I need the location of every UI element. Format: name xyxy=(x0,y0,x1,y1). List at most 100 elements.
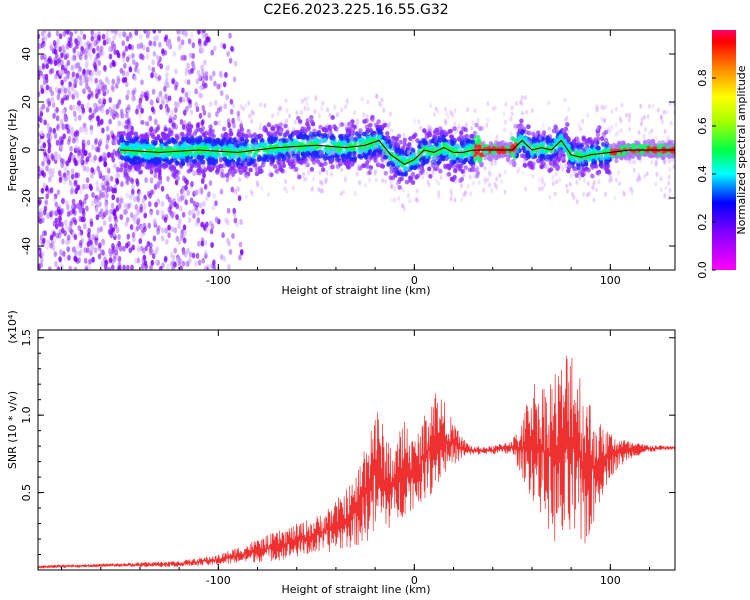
spectrogram-cell xyxy=(398,176,403,182)
spectrogram-cell xyxy=(85,247,90,254)
spectrogram-cell xyxy=(60,97,65,104)
spectrogram-cell xyxy=(149,99,153,106)
spectrogram-cell xyxy=(360,137,365,143)
spectrogram-cell xyxy=(212,264,217,270)
spectrogram-cell xyxy=(84,266,89,270)
spectrogram-cell xyxy=(173,227,178,234)
spectrogram-cell xyxy=(617,170,620,176)
spectrogram-cell xyxy=(230,186,235,193)
spectrogram-cell xyxy=(43,88,48,95)
spectrogram-cell xyxy=(434,142,439,147)
spectrogram-cell xyxy=(643,139,648,145)
spectrogram-cell xyxy=(463,165,468,171)
spectrogram-cell xyxy=(125,155,130,161)
spectrogram-cell xyxy=(436,159,442,165)
spectrogram-cell xyxy=(335,126,339,132)
spectrogram-cell xyxy=(72,78,77,85)
spectrogram-cell xyxy=(53,251,58,258)
spectrogram-cell xyxy=(554,139,559,145)
spectrogram-cell xyxy=(115,79,120,86)
spectrogram-cell xyxy=(364,145,369,151)
spectrogram-cell xyxy=(509,116,513,122)
spectrogram-cell xyxy=(202,109,207,116)
spectrogram-cell xyxy=(669,142,674,148)
spectrogram-cell xyxy=(170,226,175,233)
spectrogram-cell xyxy=(210,223,215,230)
spectrogram-cell xyxy=(428,173,433,179)
spectrogram-cell xyxy=(70,187,75,194)
spectrogram-cell xyxy=(451,155,456,161)
spectrogram-cell xyxy=(47,32,51,39)
spectrogram-cell xyxy=(243,164,248,170)
spectrogram-cell xyxy=(496,141,501,147)
spectrogram-cell xyxy=(366,117,370,123)
spectrogram-cell xyxy=(109,175,114,182)
spectrogram-cell xyxy=(334,159,338,165)
spectrogram-cell xyxy=(189,197,194,204)
spectrogram-cell xyxy=(573,141,578,147)
spectrogram-cell xyxy=(167,232,171,239)
spectrogram-cell xyxy=(200,64,204,71)
spectrogram-cell xyxy=(142,208,146,215)
spectrogram-cell xyxy=(148,249,153,256)
spectrogram-cell xyxy=(291,185,295,191)
spectrogram-cell xyxy=(251,154,256,160)
spectrogram-cell xyxy=(208,180,213,186)
spectrogram-cell xyxy=(312,140,318,146)
spectrogram-cell xyxy=(169,200,174,207)
spectrogram-cell xyxy=(519,99,523,105)
spectrogram-cell xyxy=(188,251,193,258)
spectrogram-cell xyxy=(47,57,51,64)
spectrogram-cell xyxy=(38,143,41,150)
spectrogram-cell xyxy=(599,136,605,142)
spectrogram-cell xyxy=(285,158,290,163)
spectrogram-cell xyxy=(113,163,117,170)
spectrogram-cell xyxy=(178,218,182,225)
spectrogram-cell xyxy=(236,110,241,117)
spectrogram-cell xyxy=(38,198,42,205)
spectrogram-cell xyxy=(470,139,476,145)
spectrogram-cell xyxy=(54,261,58,267)
spectrogram-cell xyxy=(563,133,569,138)
spectrogram-cell xyxy=(326,106,329,112)
spectrogram-cell xyxy=(67,40,71,47)
spectrogram-cell xyxy=(139,224,144,231)
spectrogram-cell xyxy=(67,90,72,97)
spectrogram-cell xyxy=(138,238,143,245)
spectrogram-cell xyxy=(150,139,156,145)
spectrogram-cell xyxy=(104,209,109,216)
spectrogram-cell xyxy=(591,137,595,143)
spectrogram-cell xyxy=(196,168,201,174)
spectrogram-cell xyxy=(55,232,60,239)
spectrogram-cell xyxy=(583,159,588,165)
spectrogram-cell xyxy=(584,147,588,153)
spectrogram-cell xyxy=(180,228,185,235)
spectrogram-cell xyxy=(111,248,115,254)
spectrogram-cell xyxy=(42,43,46,50)
spectrogram-cell xyxy=(330,164,335,170)
spectrogram-cell xyxy=(96,227,101,234)
spectrogram-cell xyxy=(221,173,226,179)
spectrogram-cell xyxy=(152,30,157,34)
spectrogram-cell xyxy=(157,30,162,34)
spectrogram-cell xyxy=(89,90,94,97)
spectrogram-cell xyxy=(232,122,236,129)
spectrogram-cell xyxy=(231,159,236,165)
spectrogram-cell xyxy=(228,32,232,39)
spectrogram-cell xyxy=(393,172,398,177)
spectrogram-cell xyxy=(229,108,234,115)
spectrogram-cell xyxy=(128,66,133,73)
spectrogram-cell xyxy=(43,209,47,216)
spectrogram-cell xyxy=(57,87,62,94)
spectrogram-cell xyxy=(318,124,323,130)
spectrogram-cell xyxy=(512,162,517,168)
spectrogram-cell xyxy=(87,265,92,270)
spectrogram-cell xyxy=(313,153,318,159)
spectrogram-cell xyxy=(530,108,534,114)
spectrogram-cell xyxy=(175,192,180,199)
spectrogram-cell xyxy=(191,252,196,259)
spectrogram-cell xyxy=(604,141,610,147)
spectrogram-cell xyxy=(270,156,275,162)
spectrogram-cell xyxy=(138,112,142,119)
spectrogram-cell xyxy=(73,234,78,240)
